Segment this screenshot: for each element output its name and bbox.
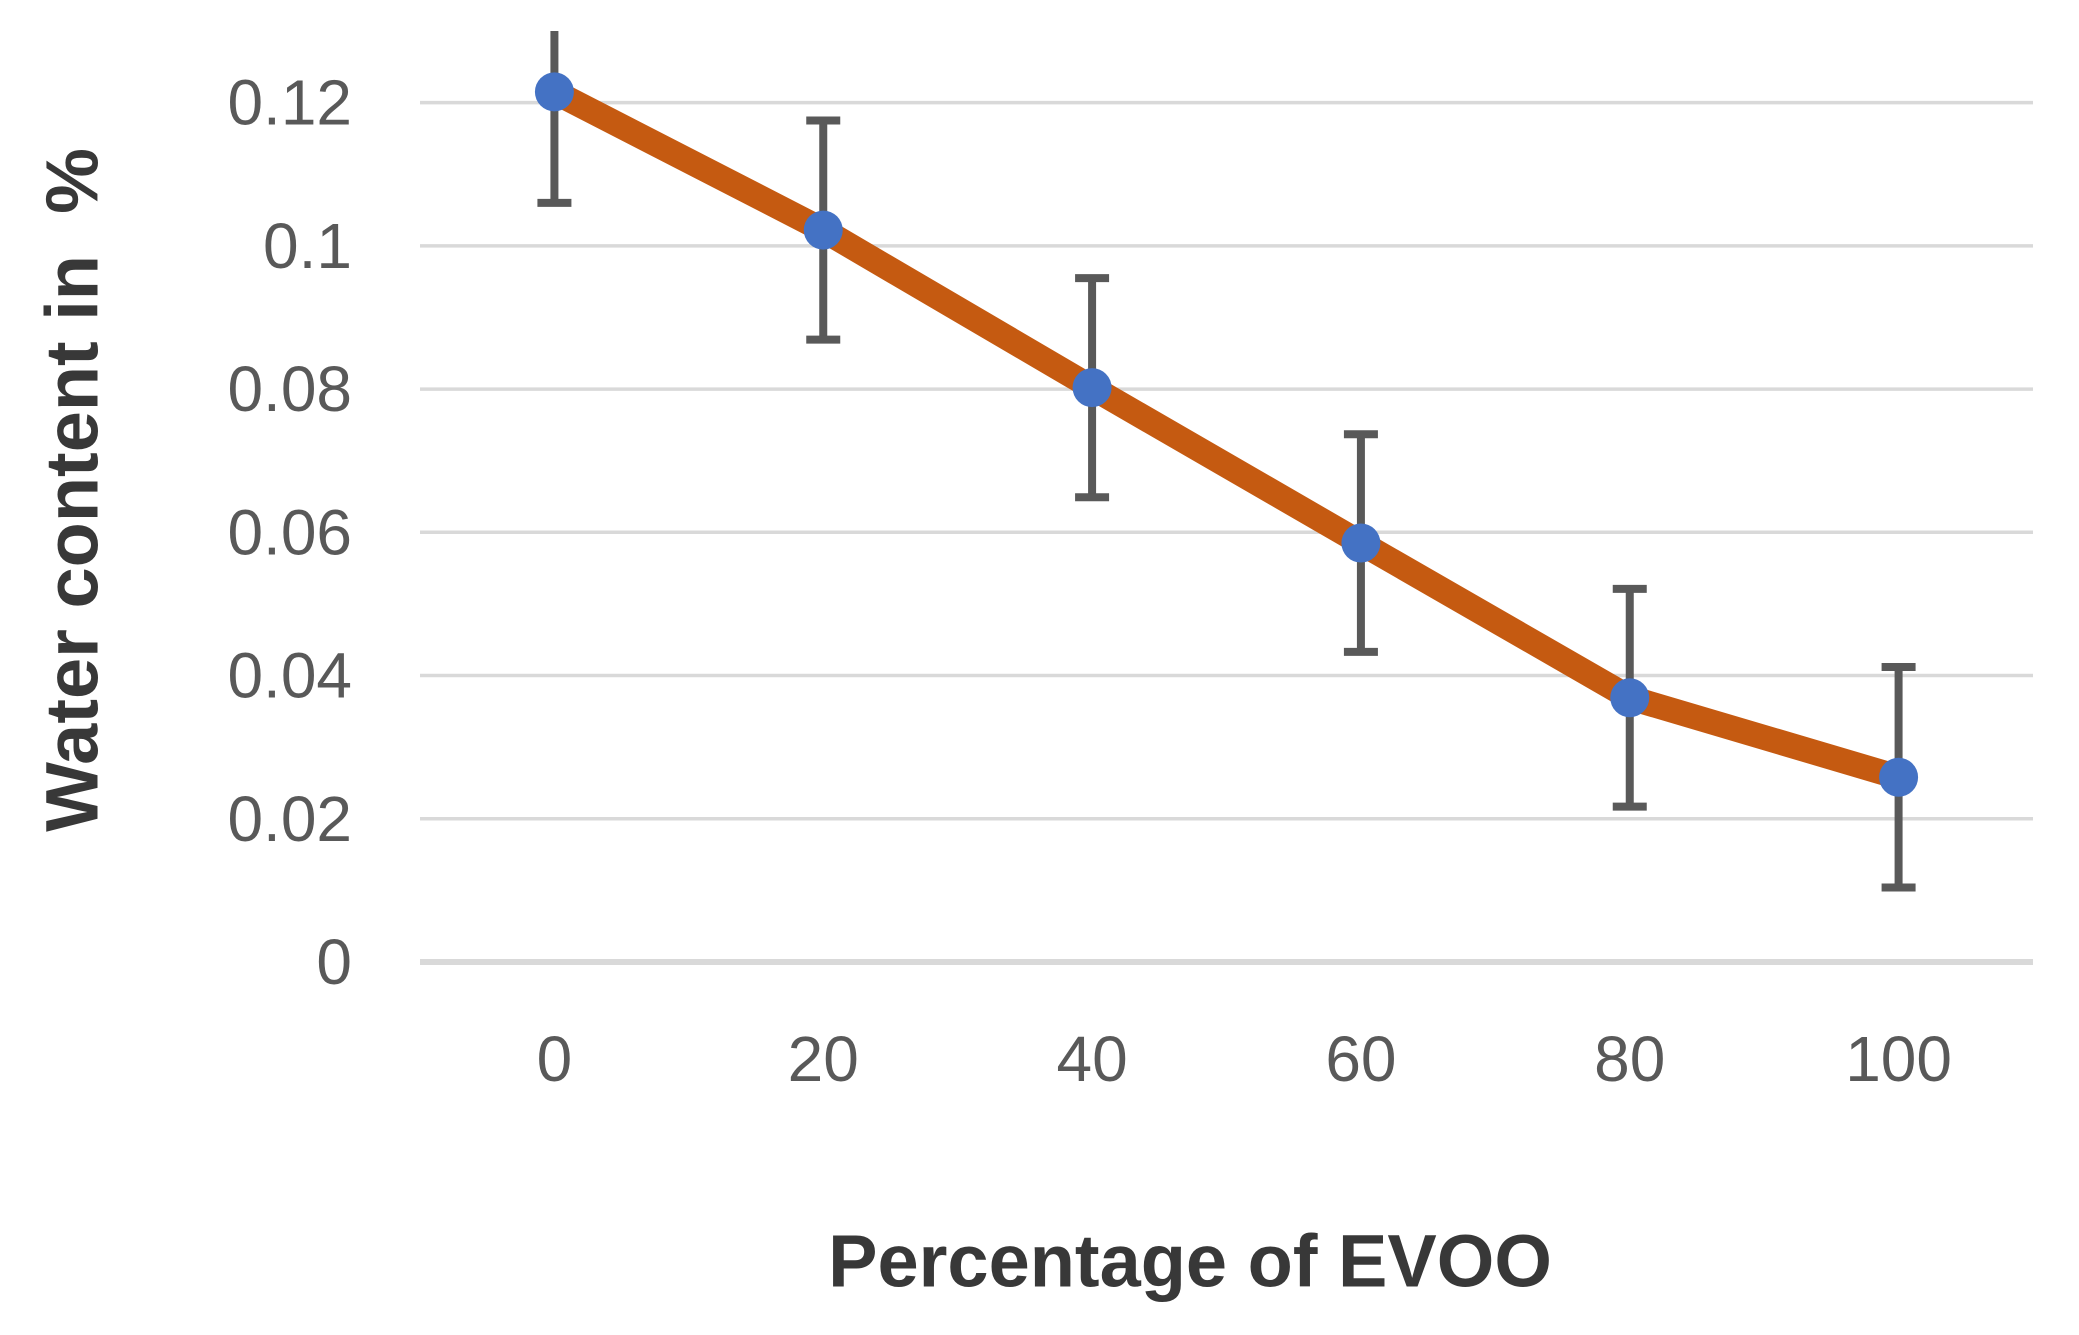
x-tick-label: 20 [788,1023,859,1095]
data-point-marker [534,72,574,112]
data-point-marker [1341,523,1381,563]
data-point-marker [1610,678,1650,718]
x-tick-label: 60 [1325,1023,1396,1095]
y-tick-label: 0.06 [227,496,352,568]
y-axis-title: Water content in % [31,148,114,832]
y-tick-label: 0.02 [227,783,352,855]
data-point-marker [1879,757,1919,797]
x-tick-label: 40 [1056,1023,1127,1095]
data-point-marker [803,210,843,250]
gridlines [420,100,2033,965]
x-tick-label: 100 [1845,1023,1952,1095]
x-axis-tick-labels: 0 20 40 60 80 100 [537,1023,1952,1095]
y-tick-label: 0.08 [227,353,352,425]
data-point-markers [534,72,1919,797]
x-axis-title: Percentage of EVOO [828,1220,1552,1303]
y-tick-label: 0 [316,926,352,998]
x-tick-label: 0 [537,1023,573,1095]
x-tick-label: 80 [1594,1023,1665,1095]
y-axis-tick-labels: 0 0.02 0.04 0.06 0.08 0.1 0.12 [227,67,352,998]
series-line [541,79,1912,790]
y-tick-label: 0.04 [227,640,352,712]
series-line-path [541,79,1912,790]
y-tick-label: 0.12 [227,67,352,139]
data-point-marker [1072,368,1112,408]
y-tick-label: 0.1 [263,210,352,282]
